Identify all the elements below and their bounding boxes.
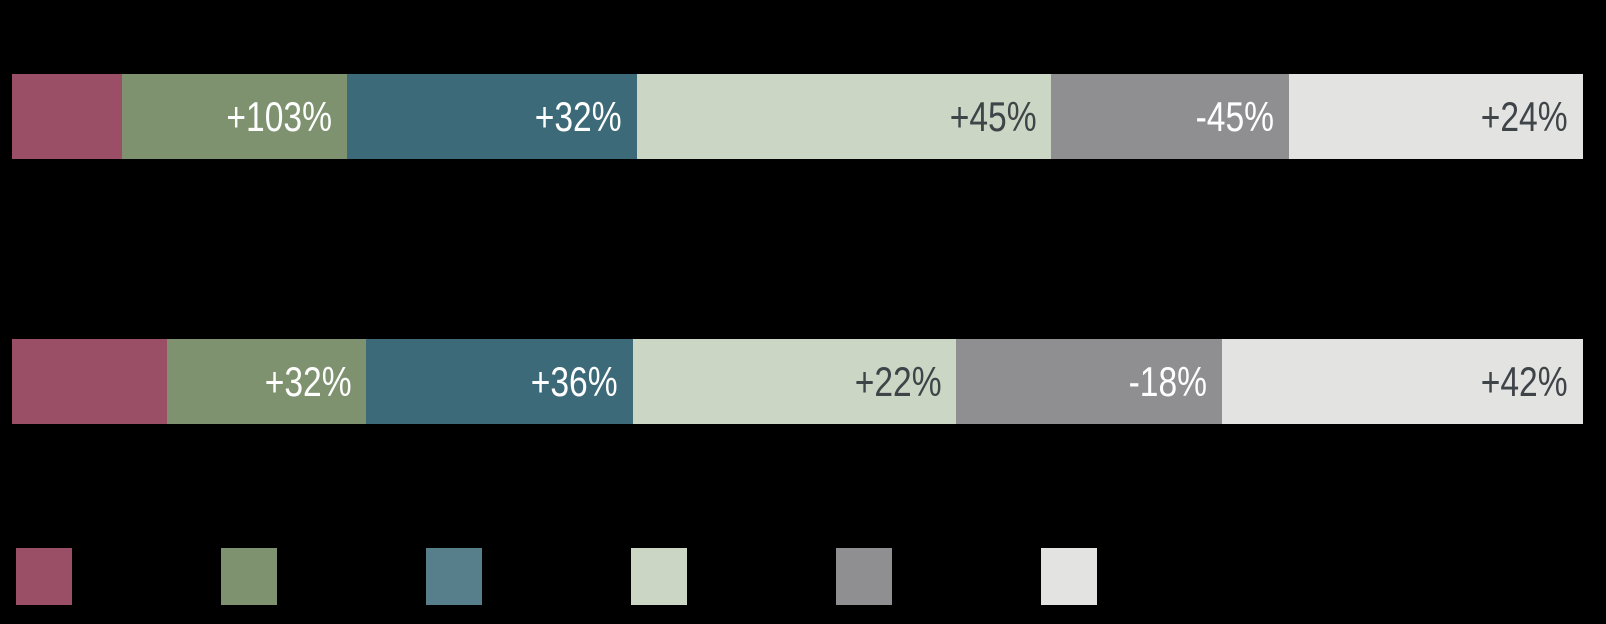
segment-value-label: +32% bbox=[264, 357, 352, 405]
segment-value-label: +22% bbox=[854, 357, 942, 405]
bar-segment-gray: -18% bbox=[956, 339, 1223, 424]
legend-swatch-sage bbox=[631, 548, 687, 605]
bar-segment-teal: +32% bbox=[347, 74, 637, 159]
segment-value-label: +32% bbox=[534, 92, 622, 140]
stacked-bar-row-2: +32% +36% +22% -18% +42% bbox=[12, 339, 1583, 424]
legend-swatch-olive bbox=[221, 548, 277, 605]
legend-swatch-plum bbox=[16, 548, 72, 605]
legend bbox=[16, 548, 1246, 605]
legend-swatch-teal_legend bbox=[426, 548, 482, 605]
bar-segment-sage: +45% bbox=[636, 74, 1052, 159]
bar-segment-olive: +32% bbox=[166, 339, 367, 424]
bar-segment-teal: +36% bbox=[366, 339, 633, 424]
legend-swatch-gray bbox=[836, 548, 892, 605]
segment-value-label: +24% bbox=[1481, 92, 1568, 140]
bar-segment-plum bbox=[12, 339, 167, 424]
bar-segment-sage: +22% bbox=[632, 339, 957, 424]
segment-value-label: -18% bbox=[1128, 357, 1208, 405]
bar-segment-silver: +24% bbox=[1288, 74, 1583, 159]
bar-segment-silver: +42% bbox=[1222, 339, 1583, 424]
segment-value-label: +42% bbox=[1481, 357, 1568, 405]
segment-value-label: +103% bbox=[226, 92, 333, 140]
segment-value-label: +45% bbox=[949, 92, 1037, 140]
legend-swatch-silver bbox=[1041, 548, 1097, 605]
bar-segment-olive: +103% bbox=[122, 74, 348, 159]
segment-value-label: +36% bbox=[531, 357, 618, 405]
bar-segment-gray: -45% bbox=[1051, 74, 1289, 159]
stacked-bar-row-1: +103% +32% +45% -45% +24% bbox=[12, 74, 1583, 159]
segment-value-label: -45% bbox=[1195, 92, 1274, 140]
bar-segment-plum bbox=[12, 74, 123, 159]
